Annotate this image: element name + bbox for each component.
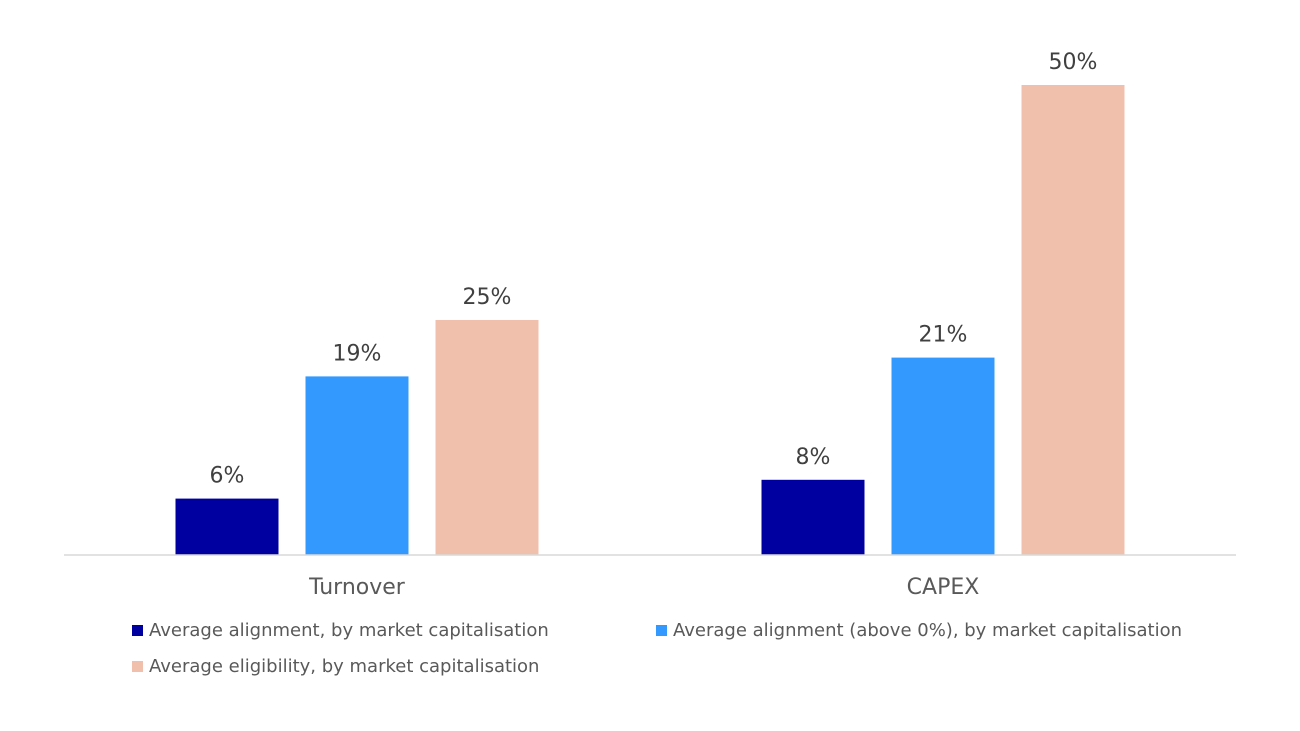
data-labels-group: 6% 19% 25% 8% 21% 50% — [210, 50, 1098, 489]
bar-turnover-series-0 — [175, 498, 279, 555]
bar-capex-series-0 — [761, 479, 865, 555]
data-label-turnover-series-2: 25% — [463, 285, 512, 310]
category-label-turnover: Turnover — [308, 575, 406, 600]
bar-turnover-series-2 — [435, 320, 539, 555]
bar-capex-series-2 — [1021, 85, 1125, 555]
data-label-capex-series-2: 50% — [1049, 50, 1098, 75]
bar-turnover-series-1 — [305, 376, 409, 555]
data-label-capex-series-0: 8% — [796, 445, 831, 470]
data-label-turnover-series-0: 6% — [210, 464, 245, 489]
bar-capex-series-1 — [891, 357, 995, 555]
data-label-capex-series-1: 21% — [919, 323, 968, 348]
category-labels-group: Turnover CAPEX — [308, 575, 979, 600]
category-label-capex: CAPEX — [907, 575, 980, 600]
bars-group — [175, 85, 1125, 555]
data-label-turnover-series-1: 19% — [333, 341, 382, 366]
